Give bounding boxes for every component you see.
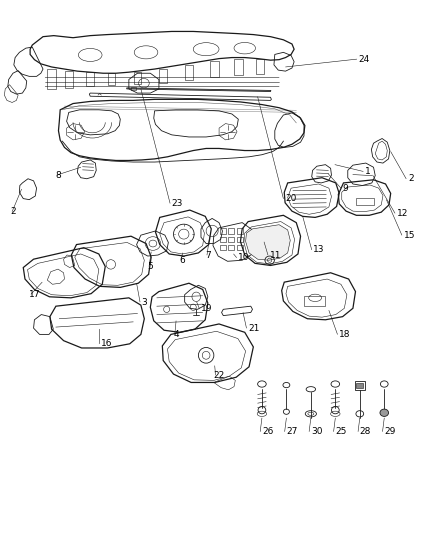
Text: 26: 26 [262, 427, 273, 436]
Polygon shape [246, 225, 290, 260]
Text: 8: 8 [55, 171, 61, 180]
Text: 10: 10 [238, 253, 250, 262]
Text: 11: 11 [270, 251, 281, 260]
Text: 25: 25 [336, 427, 347, 436]
Ellipse shape [380, 409, 389, 416]
Text: 3: 3 [142, 297, 148, 306]
Text: 12: 12 [397, 209, 408, 217]
Text: 30: 30 [311, 427, 322, 436]
Text: 2: 2 [408, 174, 413, 183]
FancyBboxPatch shape [357, 383, 363, 388]
Text: 21: 21 [248, 324, 260, 333]
Text: 1: 1 [365, 167, 371, 176]
Text: 20: 20 [285, 194, 297, 203]
Text: 22: 22 [214, 370, 225, 379]
Text: 2: 2 [11, 207, 16, 216]
Text: 23: 23 [172, 199, 183, 208]
Text: 16: 16 [101, 340, 113, 348]
Text: 4: 4 [173, 330, 179, 339]
Text: 7: 7 [205, 251, 211, 260]
Text: 27: 27 [286, 427, 298, 436]
Text: 17: 17 [29, 289, 41, 298]
Text: 28: 28 [360, 427, 371, 436]
Text: 5: 5 [147, 262, 153, 271]
Text: 19: 19 [201, 304, 212, 313]
Text: 15: 15 [403, 231, 415, 240]
Text: 29: 29 [384, 427, 396, 436]
Text: 9: 9 [343, 184, 348, 192]
Text: 13: 13 [314, 245, 325, 254]
Text: 24: 24 [358, 54, 370, 63]
Text: 18: 18 [339, 330, 351, 339]
Text: 6: 6 [180, 256, 185, 265]
